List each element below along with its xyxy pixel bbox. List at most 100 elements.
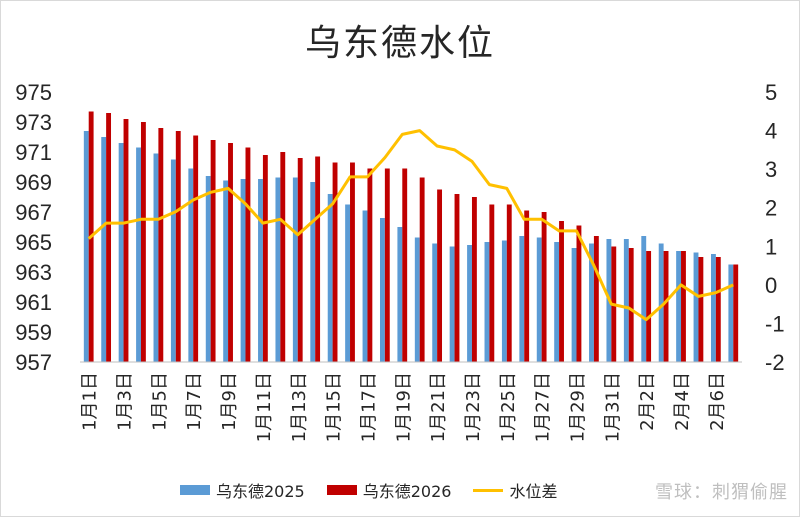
bar-2026 (140, 122, 146, 362)
x-tick-label: 1月17日 (358, 372, 379, 442)
x-tick-label: 1月31日 (602, 372, 623, 442)
bar-2026 (733, 264, 739, 362)
bar-2026 (646, 251, 652, 362)
bar-2026 (210, 140, 216, 362)
bar-2026 (489, 204, 495, 362)
legend-item-2025: 乌东德2025 (180, 478, 305, 502)
bar-2025 (571, 248, 577, 362)
legend-swatch-2026 (326, 485, 357, 495)
bar-2025 (589, 243, 594, 362)
bar-2026 (297, 158, 303, 362)
y-tick-label: 959 (15, 320, 52, 345)
bar-2025 (432, 243, 438, 362)
bar-2025 (292, 177, 298, 362)
x-tick-label: 1月25日 (498, 372, 519, 442)
bar-2026 (454, 194, 460, 362)
bar-2025 (188, 168, 194, 362)
bar-2026 (541, 212, 547, 362)
bar-2025 (676, 251, 682, 362)
bar-2026 (681, 251, 686, 362)
bar-2026 (663, 251, 669, 362)
y2-tick-label: 2 (765, 196, 777, 221)
legend-label-diff: 水位差 (509, 482, 558, 501)
legend: 乌东德2025 乌东德2026 水位差 (180, 478, 557, 502)
bar-2025 (449, 246, 455, 362)
bar-2025 (83, 131, 89, 362)
x-tick-label: 1月5日 (149, 372, 170, 431)
bar-2026 (402, 168, 408, 362)
bar-2026 (350, 162, 355, 362)
bar-2025 (467, 245, 472, 362)
y-tick-label: 973 (15, 110, 52, 135)
bar-2026 (419, 177, 425, 362)
legend-item-2026: 乌东德2026 (326, 478, 452, 502)
bar-2026 (175, 131, 181, 362)
x-tick-label: 1月13日 (289, 372, 310, 442)
bar-2025 (327, 194, 333, 362)
bar-2025 (223, 180, 229, 362)
bar-2025 (414, 237, 420, 362)
y-tick-label: 971 (15, 140, 52, 165)
bar-2025 (240, 179, 246, 362)
x-tick-label: 1月29日 (568, 372, 589, 442)
x-tick-label: 1月21日 (428, 372, 449, 442)
y2-tick-label: 3 (765, 157, 777, 182)
y2-tick-label: 5 (765, 80, 777, 105)
bar-2026 (576, 225, 582, 362)
bar-2025 (170, 159, 176, 362)
bar-2025 (693, 252, 699, 362)
bar-2025 (258, 179, 263, 362)
y-tick-label: 967 (15, 200, 52, 225)
bar-2026 (245, 147, 251, 362)
bar-2025 (310, 182, 316, 362)
x-tick-label: 2月2日 (637, 372, 658, 431)
bar-2025 (275, 177, 281, 362)
bar-2025 (536, 237, 542, 362)
x-tick-label: 1月9日 (219, 372, 240, 431)
bar-2025 (658, 243, 664, 362)
y-tick-label: 975 (15, 80, 52, 105)
legend-label-2026: 乌东德2026 (362, 482, 452, 501)
y2-tick-label: 4 (765, 119, 777, 144)
y2-tick-label: -2 (765, 350, 785, 375)
bar-2025 (136, 147, 141, 362)
bar-2026 (367, 168, 373, 362)
bar-2025 (501, 240, 507, 362)
y-tick-label: 957 (15, 350, 52, 375)
y-tick-label: 963 (15, 260, 52, 285)
x-tick-label: 1月1日 (80, 372, 101, 431)
bar-2026 (262, 155, 268, 362)
y2-tick-label: 0 (765, 273, 777, 298)
x-tick-label: 1月7日 (184, 372, 205, 431)
bar-2025 (519, 236, 525, 362)
bar-2026 (280, 152, 286, 362)
bar-2025 (205, 176, 211, 362)
x-tick-label: 2月6日 (707, 372, 728, 431)
bar-2025 (484, 242, 490, 362)
bar-2026 (384, 168, 390, 362)
bar-2026 (332, 162, 338, 362)
bar-2026 (506, 204, 512, 362)
bar-2025 (153, 153, 159, 362)
bar-2025 (101, 137, 107, 362)
bar-2026 (315, 156, 321, 362)
x-tick-label: 1月11日 (254, 372, 275, 442)
bar-2026 (471, 197, 477, 362)
bar-2026 (698, 257, 704, 362)
bar-2025 (710, 254, 716, 362)
legend-item-diff: 水位差 (473, 478, 557, 502)
bar-2026 (715, 257, 721, 362)
bar-2026 (158, 128, 164, 362)
y-tick-label: 961 (15, 290, 52, 315)
bar-2025 (362, 210, 368, 362)
x-tick-label: 1月3日 (115, 372, 136, 431)
y-tick-label: 965 (15, 230, 52, 255)
bar-2025 (397, 227, 403, 362)
bar-2025 (728, 264, 734, 362)
x-tick-label: 1月19日 (393, 372, 414, 442)
bar-2026 (524, 210, 530, 362)
bar-2025 (379, 218, 385, 362)
bar-2026 (228, 143, 233, 362)
bar-2025 (554, 242, 560, 362)
